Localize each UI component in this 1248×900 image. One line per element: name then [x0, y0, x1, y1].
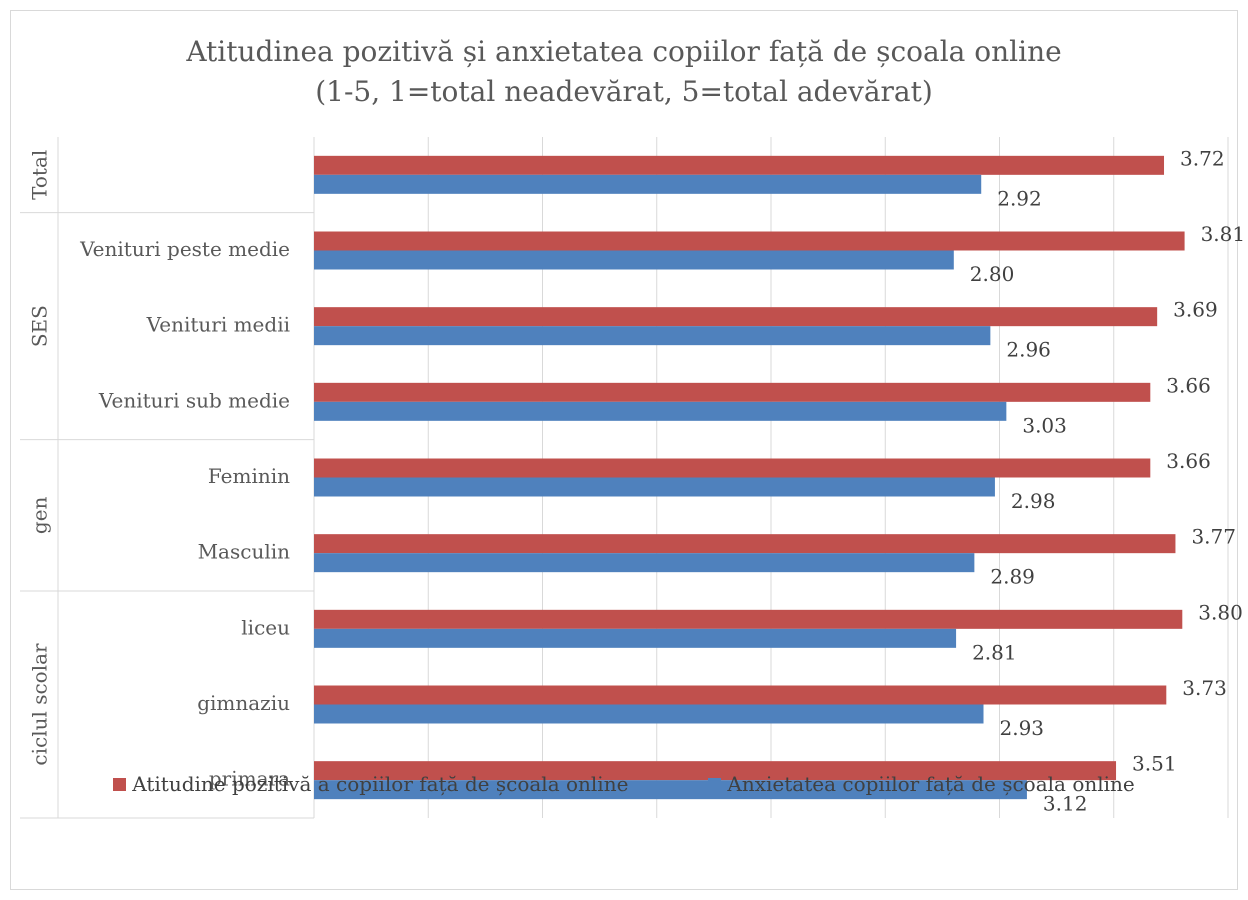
legend-label-anxiety: Anxietatea copiilor față de școala onlin…: [727, 772, 1135, 796]
chart-title: Atitudinea pozitivă și anxietatea copiil…: [186, 35, 1062, 68]
legend-swatch-anxiety: [708, 777, 722, 791]
legend-item-anxiety: Anxietatea copiilor față de școala onlin…: [708, 772, 1135, 796]
legend-swatch-positive: [113, 777, 127, 791]
chart-legend: Atitudine pozitivă a copiilor față de șc…: [0, 772, 1248, 796]
chart-subtitle: (1-5, 1=total neadevărat, 5=total adevăr…: [315, 75, 933, 108]
chart-frame: [10, 10, 1238, 890]
legend-label-positive: Atitudine pozitivă a copiilor față de șc…: [132, 772, 629, 796]
legend-item-positive: Atitudine pozitivă a copiilor față de șc…: [113, 772, 628, 796]
